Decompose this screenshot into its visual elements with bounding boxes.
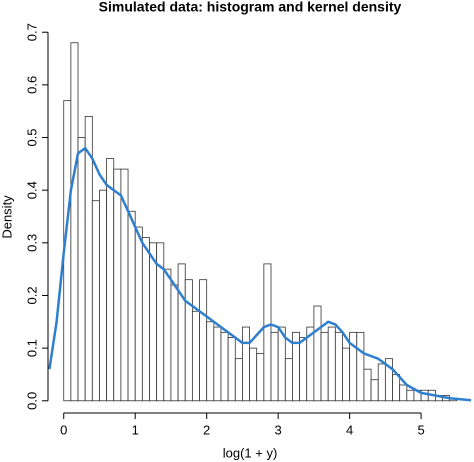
bar <box>213 326 222 402</box>
y-tick-label: 0.2 <box>24 286 39 304</box>
bar <box>206 321 215 402</box>
x-tick-label: 0 <box>60 422 67 437</box>
x-tick-label: 2 <box>203 422 210 437</box>
y-axis-label: Density <box>0 195 14 239</box>
bar <box>284 358 293 402</box>
bar <box>184 279 193 402</box>
y-tick-label: 0.1 <box>24 339 39 357</box>
bar <box>263 263 272 402</box>
bar <box>313 305 322 402</box>
bar <box>113 168 122 402</box>
density-line <box>48 146 472 402</box>
bar <box>406 389 415 402</box>
bar <box>106 158 115 402</box>
bar <box>141 237 150 402</box>
bar <box>191 310 200 402</box>
bar <box>127 210 136 402</box>
bar <box>256 352 265 402</box>
y-tick-label: 0.3 <box>24 234 39 252</box>
bar <box>91 200 100 402</box>
bar <box>392 374 401 402</box>
x-tick-label: 5 <box>417 422 424 437</box>
y-tick-label: 0.5 <box>24 128 39 146</box>
bar <box>227 337 236 402</box>
bar <box>320 331 329 402</box>
x-tick-label: 3 <box>275 422 282 437</box>
y-tick-label: 0.0 <box>24 392 39 410</box>
bar <box>363 368 372 402</box>
bar <box>77 137 86 402</box>
bar <box>163 268 172 402</box>
chart-title: Simulated data: histogram and kernel den… <box>99 0 402 15</box>
bar <box>249 347 258 402</box>
bar <box>170 284 179 402</box>
x-tick-label: 1 <box>132 422 139 437</box>
y-tick-label: 0.6 <box>24 76 39 94</box>
bar <box>242 326 250 402</box>
bar <box>177 263 186 402</box>
y-tick-label: 0.7 <box>24 23 39 41</box>
bar <box>134 226 143 402</box>
bar <box>199 279 208 402</box>
bar <box>356 331 365 402</box>
bar <box>270 331 279 402</box>
x-tick-label: 4 <box>346 422 353 437</box>
x-axis-label: log(1 + y) <box>223 445 278 460</box>
bar <box>377 363 386 402</box>
bar <box>370 379 379 402</box>
bar <box>342 347 351 402</box>
bar <box>234 358 243 402</box>
y-tick-label: 0.4 <box>24 181 39 199</box>
bar <box>99 189 108 402</box>
bar <box>327 326 336 402</box>
bar <box>149 242 158 402</box>
bar <box>299 337 308 402</box>
bar <box>399 384 408 402</box>
bar <box>70 42 79 402</box>
bar <box>334 331 343 402</box>
bar <box>220 331 229 402</box>
